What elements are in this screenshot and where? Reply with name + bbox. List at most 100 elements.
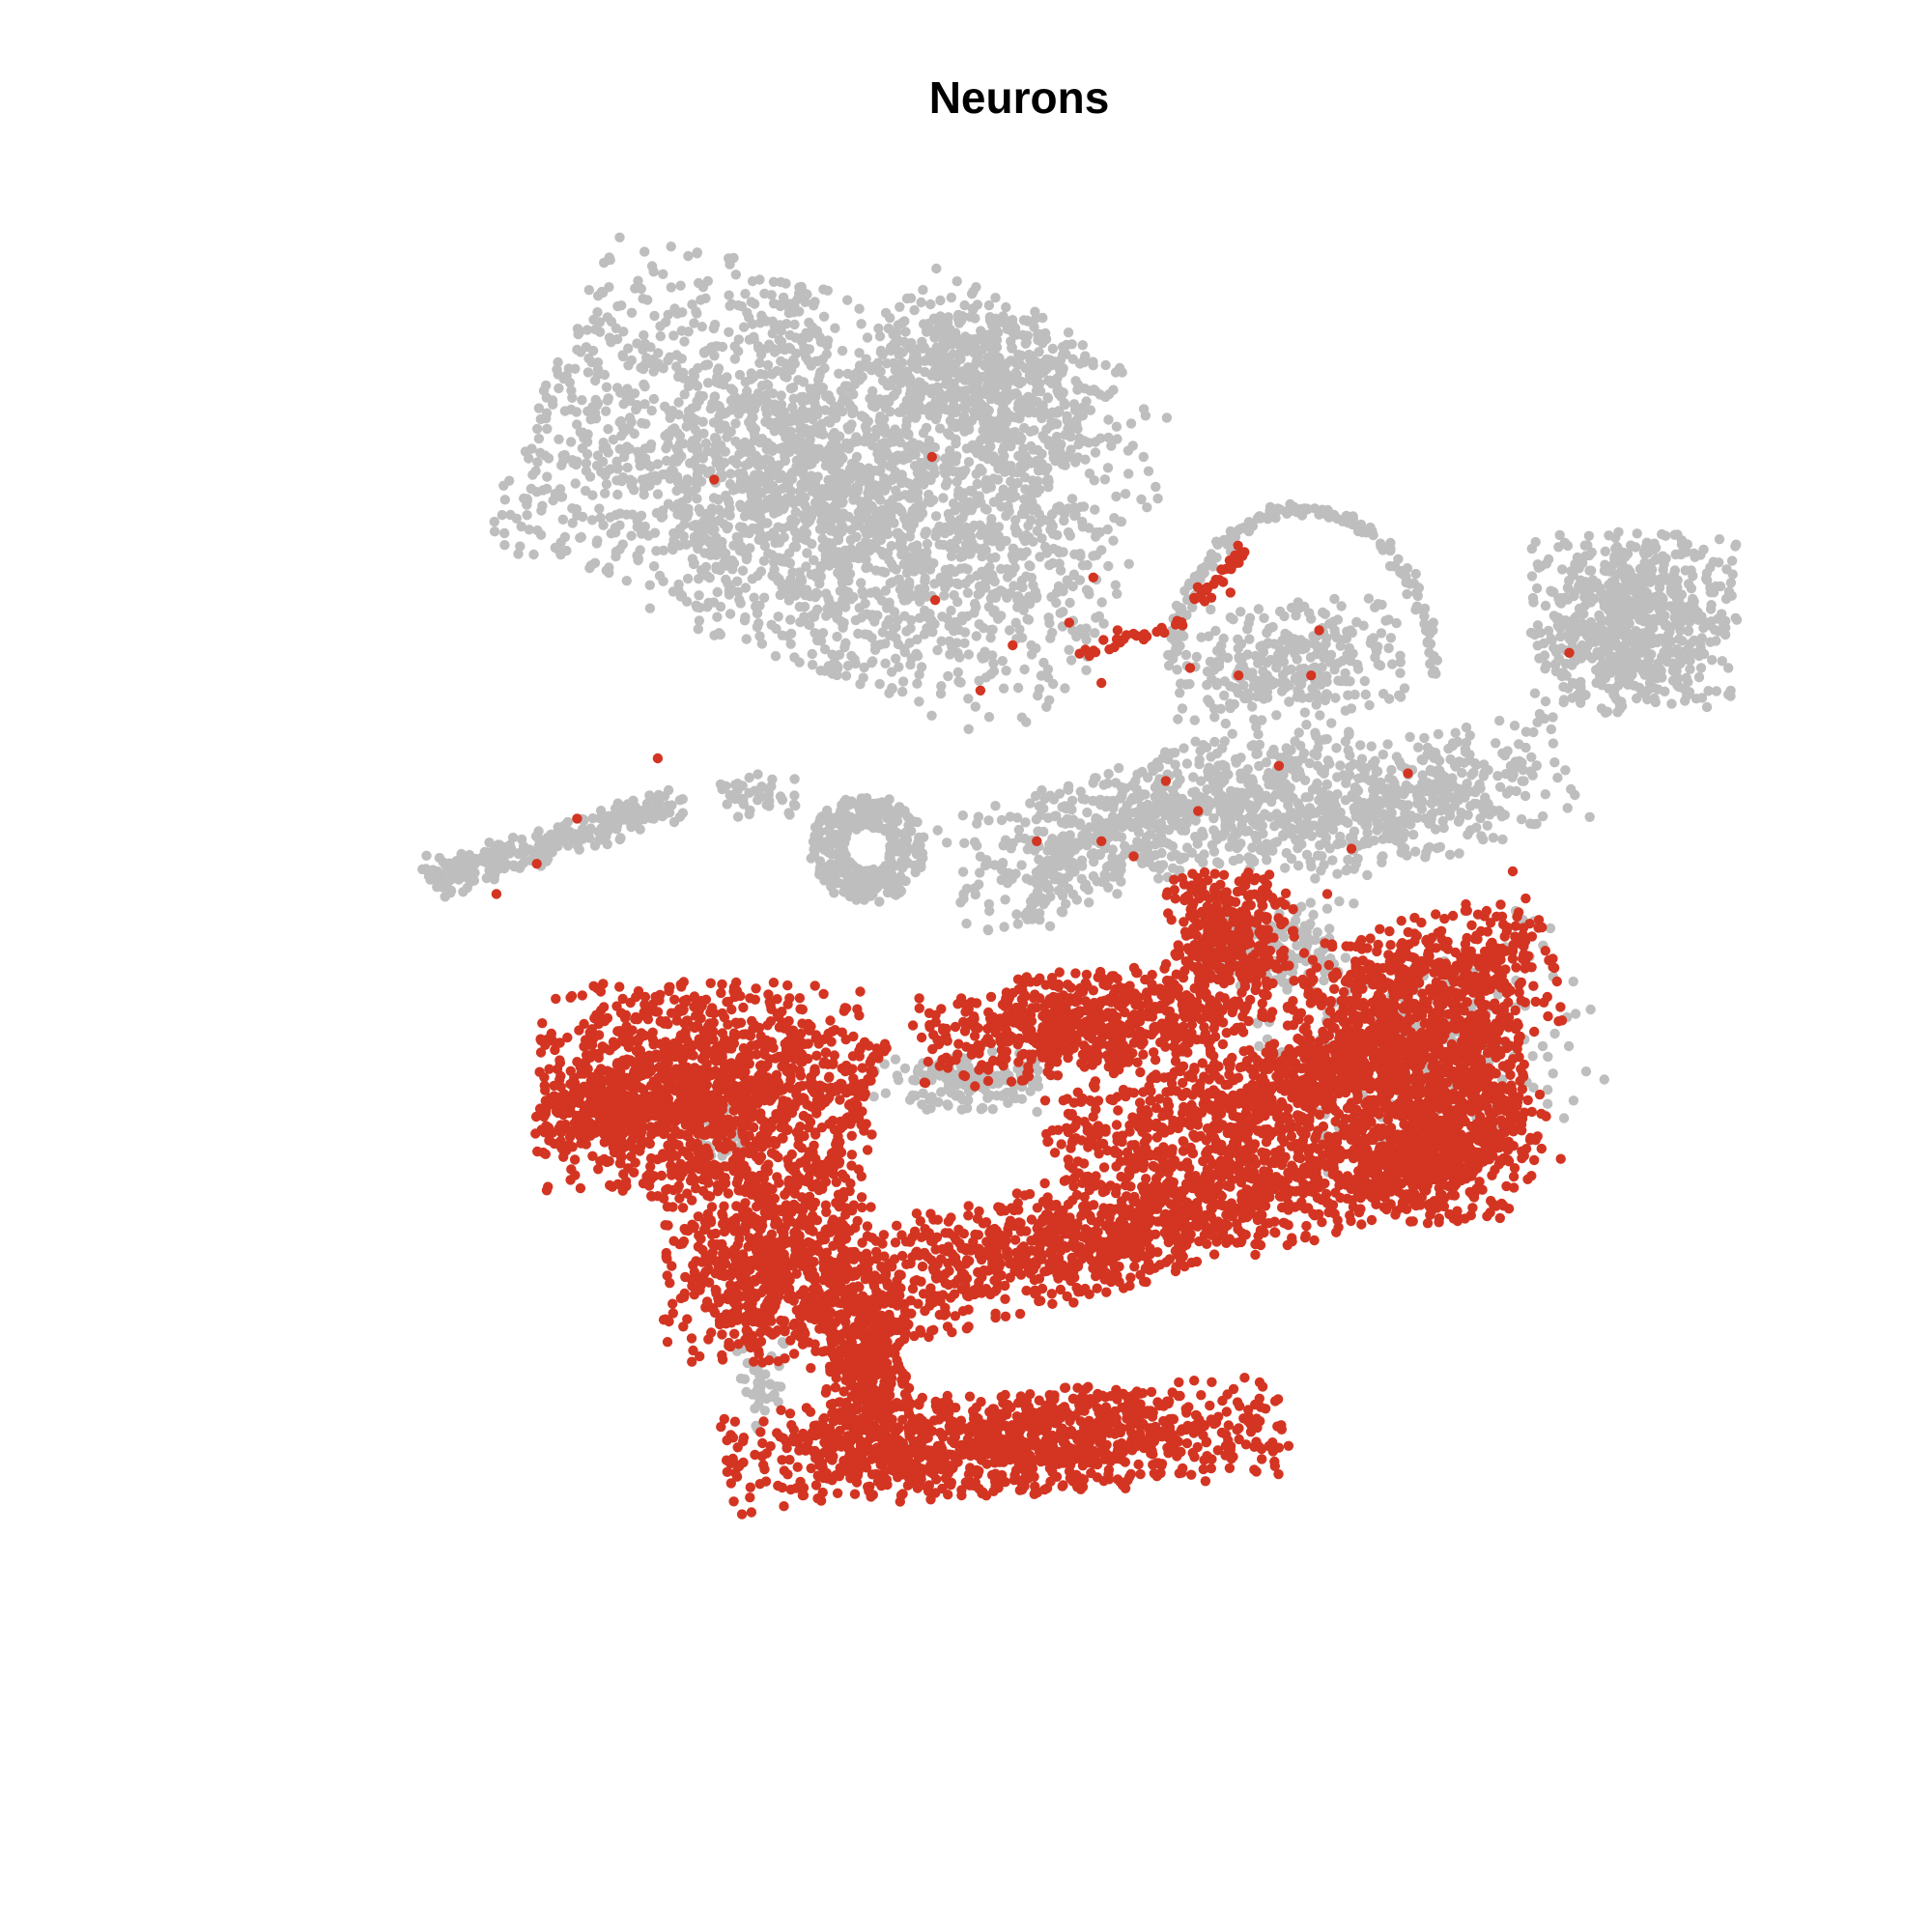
other-point bbox=[741, 554, 753, 565]
other-point bbox=[1110, 778, 1122, 788]
other-point bbox=[1037, 465, 1048, 475]
other-point bbox=[513, 549, 524, 559]
other-point bbox=[998, 484, 1009, 495]
other-point bbox=[1247, 816, 1259, 827]
other-point bbox=[1057, 907, 1068, 918]
other-point bbox=[1731, 539, 1742, 550]
other-point bbox=[970, 701, 980, 712]
other-point bbox=[1025, 561, 1036, 572]
other-point bbox=[1079, 882, 1091, 893]
other-point bbox=[887, 460, 897, 470]
other-point bbox=[660, 401, 670, 412]
other-point bbox=[749, 298, 760, 309]
other-point bbox=[990, 801, 1001, 811]
other-point bbox=[616, 300, 627, 311]
other-point bbox=[1211, 832, 1222, 842]
other-point bbox=[890, 431, 901, 442]
other-point bbox=[1482, 820, 1493, 831]
other-point bbox=[974, 334, 984, 345]
other-point bbox=[651, 507, 663, 519]
other-point bbox=[557, 514, 568, 525]
other-point bbox=[1190, 815, 1202, 826]
other-point bbox=[1077, 340, 1089, 351]
other-point bbox=[1138, 451, 1150, 463]
other-point bbox=[1021, 571, 1032, 582]
other-point bbox=[749, 403, 759, 414]
other-point bbox=[980, 860, 991, 871]
other-point bbox=[1043, 812, 1054, 823]
other-point bbox=[1725, 578, 1737, 588]
other-point bbox=[555, 492, 566, 502]
other-point bbox=[1549, 757, 1560, 768]
other-point bbox=[959, 299, 970, 311]
other-point bbox=[891, 653, 901, 664]
other-point bbox=[774, 506, 784, 517]
other-point bbox=[1457, 767, 1467, 779]
other-point bbox=[766, 619, 777, 630]
other-point bbox=[864, 516, 875, 527]
other-point bbox=[1693, 612, 1704, 624]
other-point bbox=[916, 383, 926, 394]
other-point bbox=[888, 562, 899, 573]
other-point bbox=[785, 486, 797, 497]
other-point bbox=[1419, 732, 1430, 744]
other-point bbox=[989, 605, 1000, 615]
other-point bbox=[638, 294, 648, 304]
other-point bbox=[1319, 860, 1329, 870]
other-point bbox=[805, 591, 815, 602]
other-point bbox=[952, 647, 963, 659]
other-point bbox=[861, 528, 872, 540]
other-point bbox=[1660, 686, 1670, 696]
other-point bbox=[1461, 722, 1472, 733]
other-point bbox=[1012, 919, 1024, 929]
other-point bbox=[692, 247, 702, 258]
other-point bbox=[982, 535, 993, 546]
other-point bbox=[986, 514, 997, 525]
other-point bbox=[733, 334, 744, 345]
other-point bbox=[1211, 857, 1223, 867]
other-point bbox=[996, 501, 1007, 512]
other-point bbox=[645, 439, 657, 450]
other-point bbox=[1343, 817, 1353, 829]
other-point bbox=[1151, 481, 1161, 493]
other-point bbox=[1006, 476, 1016, 487]
other-point bbox=[801, 460, 811, 470]
other-point bbox=[1172, 779, 1182, 789]
other-point bbox=[1120, 489, 1131, 499]
other-point bbox=[858, 412, 868, 422]
other-point bbox=[694, 615, 705, 626]
other-point bbox=[675, 280, 686, 291]
other-point bbox=[532, 457, 543, 468]
other-point bbox=[1002, 589, 1013, 600]
other-point bbox=[725, 405, 736, 415]
other-point bbox=[1117, 788, 1127, 800]
other-point bbox=[725, 395, 737, 406]
other-point bbox=[895, 472, 905, 484]
other-point bbox=[1033, 334, 1043, 346]
other-point bbox=[1468, 767, 1479, 779]
other-point bbox=[1345, 750, 1355, 761]
other-point bbox=[1390, 792, 1401, 803]
other-point bbox=[1179, 743, 1189, 753]
other-point bbox=[1041, 701, 1052, 712]
other-point bbox=[1010, 617, 1021, 628]
other-point bbox=[1514, 739, 1524, 750]
other-point bbox=[810, 427, 821, 438]
other-point bbox=[826, 407, 838, 417]
other-point bbox=[582, 448, 593, 460]
other-point bbox=[1008, 838, 1018, 848]
other-point bbox=[565, 437, 577, 447]
other-point bbox=[706, 503, 718, 514]
other-point bbox=[889, 518, 899, 528]
other-point bbox=[938, 394, 950, 406]
other-point bbox=[1666, 698, 1677, 709]
other-point bbox=[621, 576, 632, 586]
other-point bbox=[1395, 650, 1406, 661]
other-point bbox=[1574, 621, 1584, 632]
other-point bbox=[917, 336, 927, 347]
other-point bbox=[1706, 600, 1717, 611]
other-point bbox=[1625, 671, 1635, 682]
other-point bbox=[712, 586, 723, 598]
other-point bbox=[1116, 876, 1126, 887]
other-point bbox=[854, 348, 865, 358]
